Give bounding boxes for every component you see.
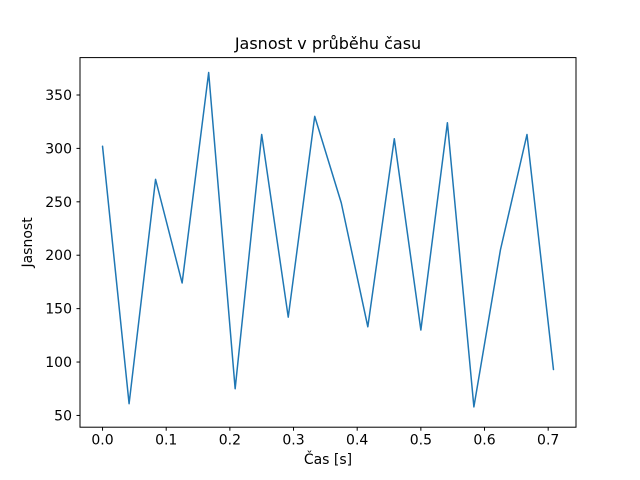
plot-area — [80, 57, 576, 428]
y-tick-label: 150 — [45, 302, 72, 318]
plot-border — [79, 57, 577, 428]
y-tick-label: 250 — [45, 195, 72, 211]
x-tick-label: 0.3 — [282, 433, 304, 449]
data-line — [101, 71, 555, 408]
x-tick-label: 0.7 — [537, 433, 559, 449]
y-tick-label: 200 — [45, 248, 72, 264]
x-axis-ticks: 0.0 0.1 0.2 0.3 0.4 0.5 0.6 0.7 — [91, 427, 559, 449]
x-tick-label: 0.0 — [91, 433, 113, 449]
x-axis-label: Čas [s] — [304, 450, 352, 468]
chart-title: Jasnost v průběhu času — [234, 34, 421, 53]
x-tick-label: 0.2 — [219, 433, 241, 449]
y-axis-label: Jasnost — [20, 217, 36, 269]
y-tick-label: 350 — [45, 88, 72, 104]
y-tick-label: 300 — [45, 141, 72, 157]
x-tick-label: 0.4 — [346, 433, 368, 449]
x-tick-label: 0.6 — [473, 433, 495, 449]
x-tick-label: 0.5 — [410, 433, 432, 449]
y-tick-label: 100 — [45, 355, 72, 371]
y-axis-ticks: 50 100 150 200 250 300 350 — [45, 88, 80, 424]
y-tick-label: 50 — [54, 408, 72, 424]
x-tick-label: 0.1 — [155, 433, 177, 449]
